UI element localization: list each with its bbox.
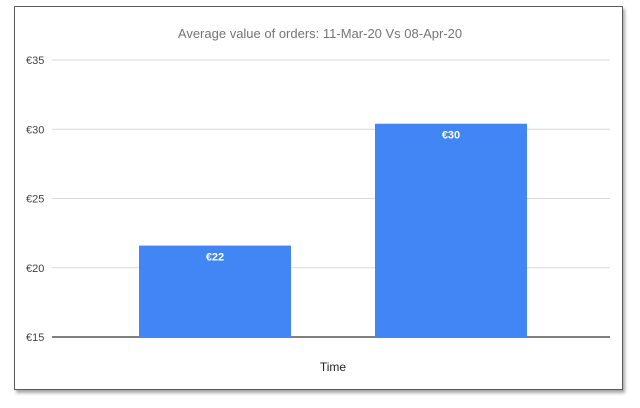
y-tick-label: €25 (26, 194, 44, 206)
chart-title: Average value of orders: 11-Mar-20 Vs 08… (178, 26, 462, 41)
x-axis-label: Time (320, 360, 347, 374)
bar (139, 245, 291, 337)
bar (375, 123, 527, 338)
y-tick-label: €35 (26, 55, 44, 67)
bar-data-label: €30 (442, 130, 460, 142)
y-axis-ticks: €15 €20 €25 €30 €35 (26, 55, 44, 344)
y-tick-label: €30 (26, 124, 44, 136)
y-tick-label: €20 (26, 263, 44, 275)
data-labels: €22 €30 (206, 130, 460, 264)
y-tick-label: €15 (26, 332, 44, 344)
bar-data-label: €22 (206, 252, 224, 264)
bars (139, 123, 527, 338)
